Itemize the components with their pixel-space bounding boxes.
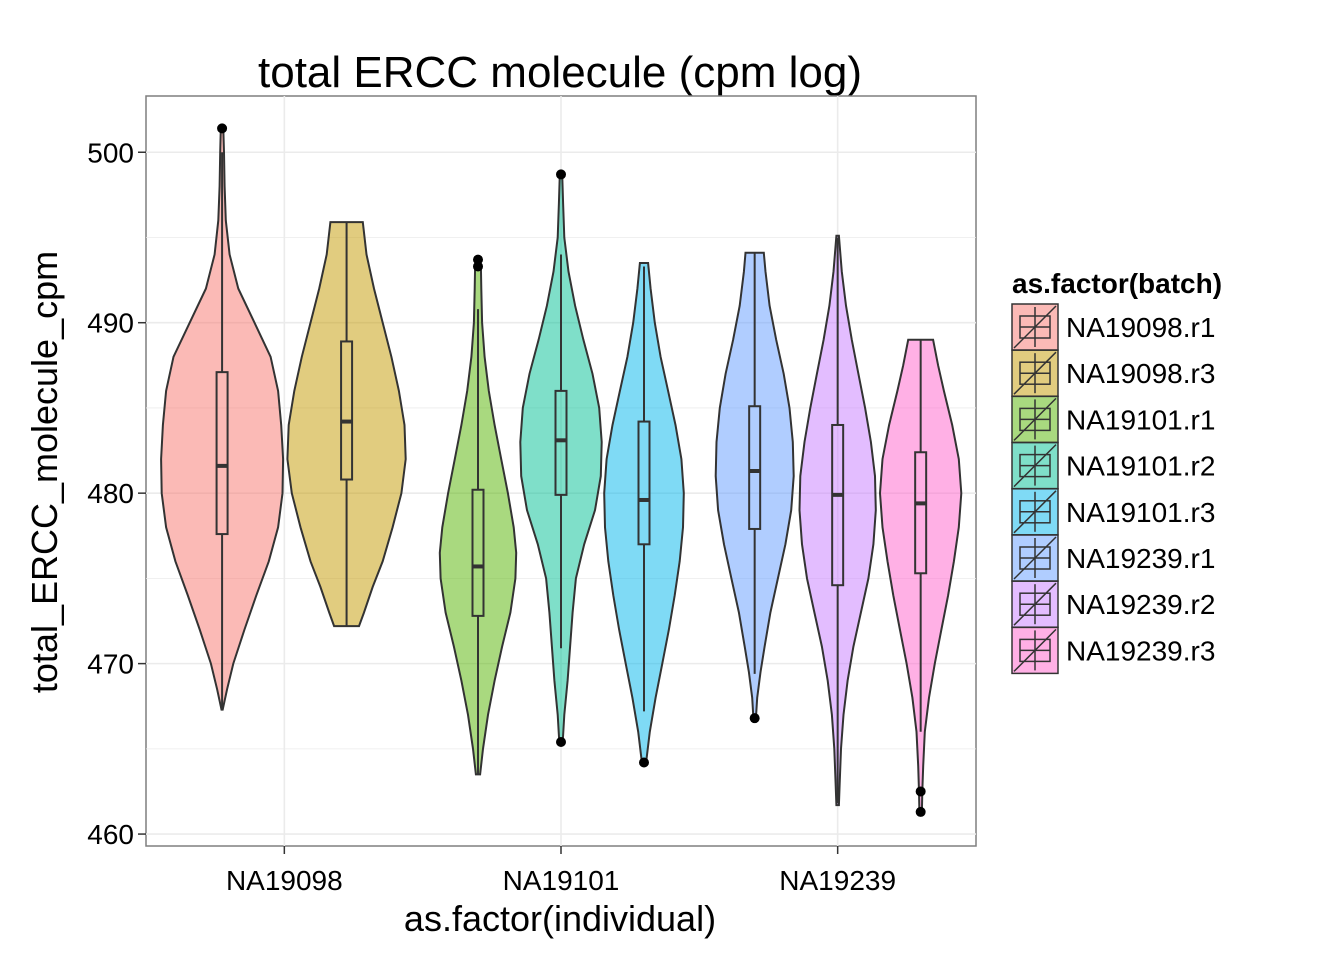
- outlier-point: [639, 757, 649, 768]
- outlier-point: [749, 713, 760, 724]
- legend-key-slash: [1013, 351, 1057, 395]
- outlier-point: [915, 806, 926, 817]
- violin-group-NA19239.r3: [878, 338, 963, 817]
- legend-item-NA19098.r3: NA19098.r3: [1011, 349, 1215, 397]
- outlier-point: [556, 169, 566, 180]
- outlier-point: [217, 123, 228, 134]
- legend-label: NA19239.r1: [1066, 543, 1215, 574]
- y-tick-label: 470: [87, 649, 134, 680]
- legend-label: NA19239.r3: [1066, 635, 1215, 666]
- legend-label: NA19098.r1: [1066, 312, 1215, 343]
- legend-key-slash: [1013, 536, 1057, 580]
- x-tick-label: NA19239: [779, 865, 896, 896]
- x-axis-title: as.factor(individual): [404, 898, 716, 939]
- legend-label: NA19098.r3: [1066, 358, 1215, 389]
- violin-group-NA19098.r3: [286, 221, 407, 628]
- legend-item-NA19101.r2: NA19101.r2: [1011, 441, 1215, 490]
- legend-key-slash: [1013, 444, 1057, 488]
- outlier-point: [556, 737, 566, 748]
- violin-group-NA19098.r1: [160, 123, 285, 711]
- legend-title: as.factor(batch): [1012, 268, 1222, 299]
- y-axis: 460 470 480 490 500: [87, 137, 146, 850]
- violin-group-NA19101.r1: [438, 254, 518, 776]
- legend-item-NA19239.r2: NA19239.r2: [1011, 580, 1215, 628]
- box: [914, 451, 928, 575]
- violin-group-NA19239.r2: [798, 234, 877, 807]
- x-axis: NA19098 NA19101 NA19239: [226, 846, 896, 896]
- outlier-point: [473, 254, 483, 265]
- violin-group-NA19239.r1: [714, 251, 795, 724]
- legend-key-slash: [1013, 490, 1057, 534]
- violin-group-NA19101.r2: [519, 169, 603, 748]
- violin-shape: [603, 262, 685, 764]
- legend: as.factor(batch) NA19098.r1 NA19098.r3 NA1…: [1011, 268, 1222, 675]
- legend-item-NA19101.r3: NA19101.r3: [1011, 488, 1215, 536]
- legend-item-NA19101.r1: NA19101.r1: [1011, 395, 1215, 444]
- x-tick-label: NA19101: [503, 865, 620, 896]
- legend-label: NA19239.r2: [1066, 589, 1215, 620]
- legend-label: NA19101.r1: [1066, 404, 1215, 435]
- legend-key-slash: [1013, 305, 1057, 349]
- violin-shape: [286, 221, 407, 628]
- legend-item-NA19098.r1: NA19098.r1: [1011, 303, 1215, 351]
- legend-item-NA19239.r1: NA19239.r1: [1011, 534, 1215, 582]
- chart-title: total ERCC molecule (cpm log): [258, 48, 862, 97]
- box: [637, 420, 651, 546]
- box: [554, 389, 568, 496]
- outlier-point: [915, 786, 926, 797]
- violin-group-NA19101.r3: [603, 262, 685, 768]
- y-tick-label: 480: [87, 478, 134, 509]
- legend-key-slash: [1013, 582, 1057, 626]
- y-tick-label: 490: [87, 308, 134, 339]
- legend-key-slash: [1013, 397, 1057, 441]
- legend-key-slash: [1013, 628, 1057, 672]
- box: [748, 405, 762, 530]
- box: [215, 371, 229, 536]
- box: [831, 423, 845, 587]
- legend-item-NA19239.r3: NA19239.r3: [1011, 626, 1215, 675]
- box: [471, 488, 485, 617]
- x-tick-label: NA19098: [226, 865, 343, 896]
- legend-label: NA19101.r3: [1066, 497, 1215, 528]
- box: [340, 340, 354, 481]
- violin-shape: [714, 251, 795, 720]
- violin-layer: [160, 123, 963, 817]
- y-axis-title: total_ERCC_molecule_cpm: [24, 251, 65, 693]
- violin-shape: [798, 234, 877, 807]
- legend-label: NA19101.r2: [1066, 451, 1215, 482]
- y-tick-label: 460: [87, 819, 134, 850]
- y-tick-label: 500: [87, 137, 134, 168]
